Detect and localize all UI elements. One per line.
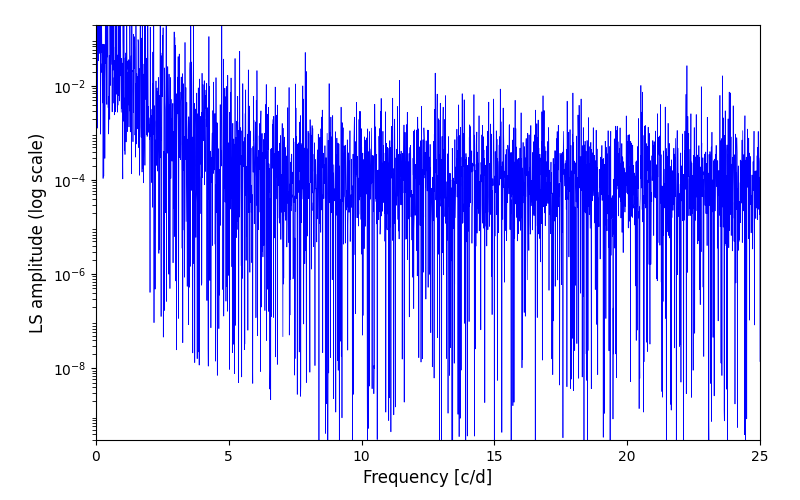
X-axis label: Frequency [c/d]: Frequency [c/d]	[363, 470, 493, 488]
Y-axis label: LS amplitude (log scale): LS amplitude (log scale)	[30, 132, 47, 332]
